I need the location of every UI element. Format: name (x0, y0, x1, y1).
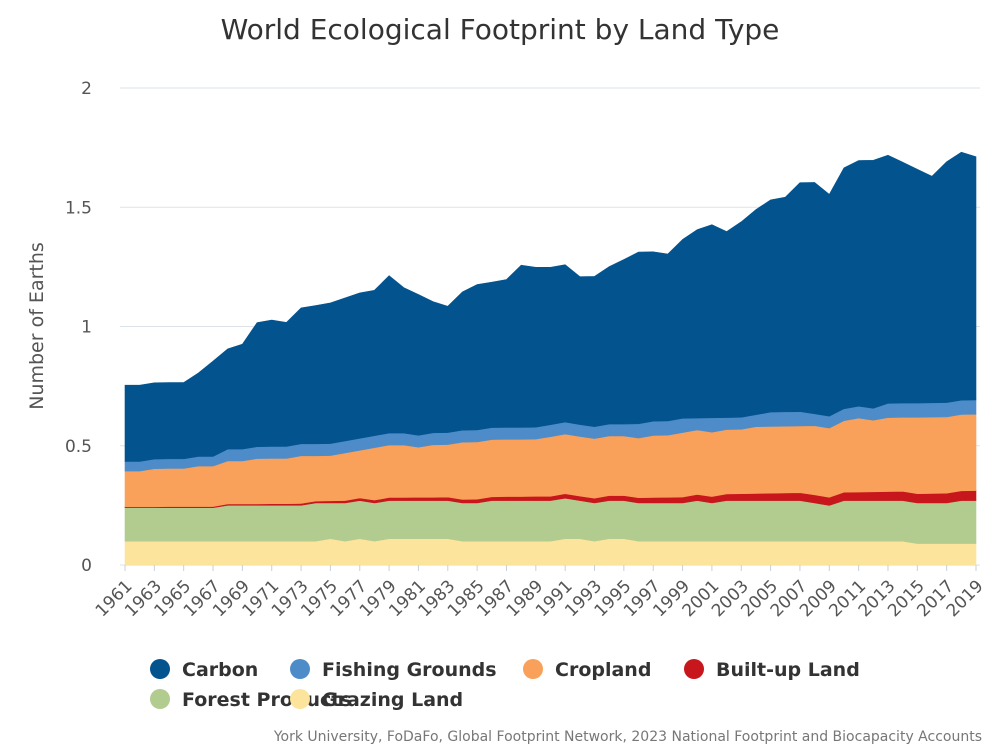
x-axis-ticks: 1961196319651967196919711973197519771979… (92, 565, 988, 621)
legend-marker-cropland (523, 659, 543, 679)
legend-marker-carbon (150, 659, 170, 679)
legend-label-carbon: Carbon (182, 659, 258, 681)
legend-label-cropland: Cropland (555, 659, 651, 681)
area-grazing-land (124, 538, 977, 566)
y-axis-ticks: 0 0.5 1 1.5 2 (65, 79, 92, 576)
y-tick-label: 2 (81, 79, 92, 99)
legend-marker-built-up-land (684, 659, 704, 679)
legend-marker-grazing-land (290, 689, 310, 709)
stacked-areas (124, 151, 977, 566)
legend-label-forest-products: Forest Products (182, 689, 352, 711)
y-axis-label: Number of Earths (26, 242, 48, 410)
legend-marker-fishing-grounds (290, 659, 310, 679)
legend: Carbon Fishing Grounds Cropland Built-up La… (150, 659, 860, 711)
y-tick-label: 1 (81, 318, 92, 338)
area-carbon (124, 151, 977, 462)
legend-label-grazing-land: Grazing Land (322, 689, 463, 711)
y-tick-label: 1.5 (65, 198, 92, 218)
legend-marker-forest-products (150, 689, 170, 709)
credits: York University, FoDaFo, Global Footprin… (273, 729, 982, 745)
y-tick-label: 0.5 (65, 437, 92, 457)
y-tick-label: 0 (81, 556, 92, 576)
legend-label-fishing-grounds: Fishing Grounds (322, 659, 497, 681)
legend-label-built-up-land: Built-up Land (716, 659, 860, 681)
chart-title: World Ecological Footprint by Land Type (221, 13, 780, 46)
